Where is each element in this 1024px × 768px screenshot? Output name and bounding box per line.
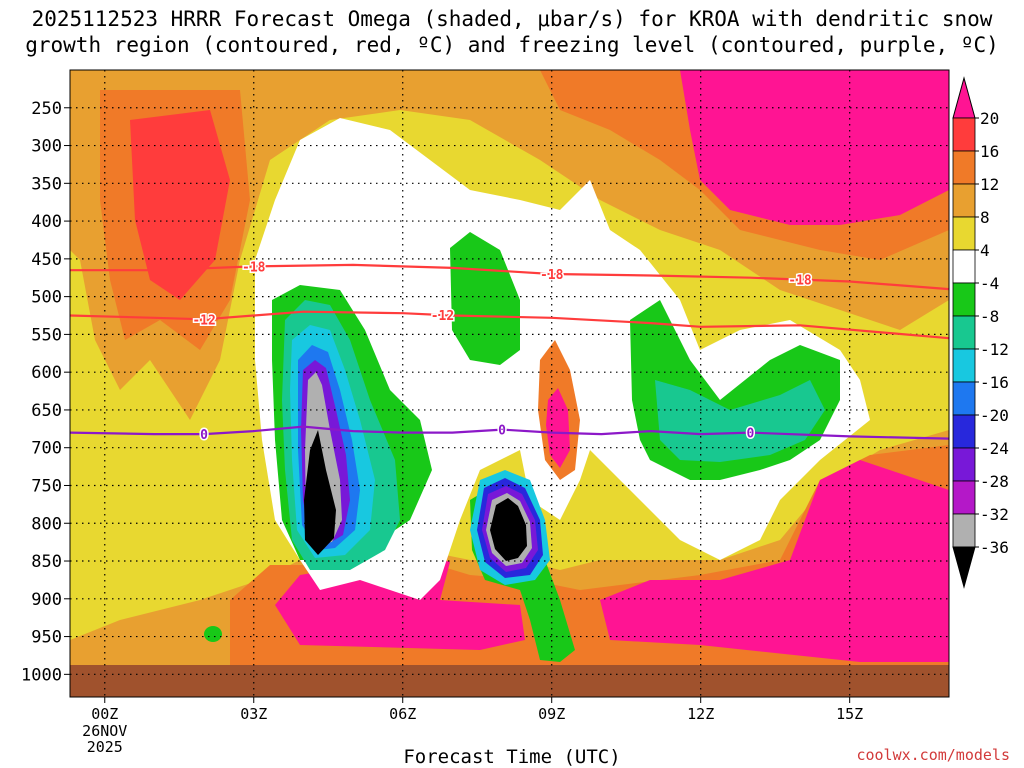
colorbar-segment-2 bbox=[952, 183, 976, 218]
colorbar-segment-5 bbox=[952, 282, 976, 317]
y-tick-label-400: 400 bbox=[31, 212, 62, 232]
contour-label--12: -12 bbox=[192, 313, 215, 328]
colorbar-segment-12 bbox=[952, 513, 976, 548]
colorbar-segment-10 bbox=[952, 447, 976, 482]
x-tick-label-09Z: 09Z bbox=[538, 705, 565, 723]
y-tick-label-750: 750 bbox=[31, 476, 62, 496]
colorbar-segment-6 bbox=[952, 315, 976, 350]
y-tick-label-250: 250 bbox=[31, 99, 62, 119]
y-tick-label-1000: 1000 bbox=[21, 665, 62, 685]
colorbar-label: 4 bbox=[980, 241, 990, 260]
plot-frame bbox=[69, 69, 950, 698]
colorbar-segment-0 bbox=[952, 117, 976, 152]
x-year-label: 2025 bbox=[87, 738, 123, 756]
colorbar-label: 8 bbox=[980, 208, 990, 227]
temperature-contours: -18 -18 -18 -12 -12 0 0 0 bbox=[70, 259, 949, 445]
shade-upper-right-pink bbox=[680, 70, 949, 225]
colorbar-segment-7 bbox=[952, 348, 976, 383]
colorbar: 20 16 12 8 4 -4 -8 -12 -16 -20 -24 -28 -32 -36 bbox=[952, 76, 1009, 589]
y-tick-label-350: 350 bbox=[31, 174, 62, 194]
colorbar-segment-8 bbox=[952, 381, 976, 416]
y-axis: 250 300 350 400 450 500 550 600 650 700 750 800 850 9… bbox=[21, 99, 70, 685]
y-tick-label-300: 300 bbox=[31, 137, 62, 157]
colorbar-label: -24 bbox=[980, 439, 1009, 458]
x-tick-label-12Z: 12Z bbox=[687, 705, 714, 723]
x-tick-label-00Z: 00Z bbox=[91, 705, 118, 723]
colorbar-label: -4 bbox=[980, 274, 999, 293]
title-line-2: growth region (contoured, red, ºC) and f… bbox=[25, 33, 999, 57]
y-tick-label-950: 950 bbox=[31, 628, 62, 648]
x-tick-label-15Z: 15Z bbox=[836, 705, 863, 723]
colorbar-segment-11 bbox=[952, 480, 976, 515]
x-axis-title: Forecast Time (UTC) bbox=[403, 746, 621, 768]
x-tick-label-03Z: 03Z bbox=[240, 705, 267, 723]
shade-upper-left-red bbox=[130, 110, 230, 300]
omega-shading bbox=[70, 70, 949, 697]
colorbar-segment-3 bbox=[952, 216, 976, 251]
colorbar-bottom-arrow bbox=[952, 546, 976, 589]
contour-line-0 bbox=[70, 425, 949, 440]
colorbar-label: -16 bbox=[980, 373, 1009, 392]
contour-label-0: 0 bbox=[498, 424, 506, 439]
y-tick-label-900: 900 bbox=[31, 590, 62, 610]
colorbar-top-arrow bbox=[952, 76, 976, 119]
y-tick-label-600: 600 bbox=[31, 363, 62, 383]
chart-title: 2025112523 HRRR Forecast Omega (shaded, … bbox=[0, 6, 1024, 58]
contour-line--18 bbox=[70, 263, 949, 291]
y-tick-label-550: 550 bbox=[31, 325, 62, 345]
colorbar-label: -32 bbox=[980, 505, 1009, 524]
contour-line--12 bbox=[70, 310, 949, 340]
y-tick-label-700: 700 bbox=[31, 439, 62, 459]
y-tick-label-650: 650 bbox=[31, 401, 62, 421]
contour-label--18: -18 bbox=[242, 260, 266, 275]
colorbar-label: 16 bbox=[980, 142, 999, 161]
colorbar-label: -36 bbox=[980, 538, 1009, 557]
colorbar-label: -12 bbox=[980, 340, 1009, 359]
x-date-label: 26NOV bbox=[82, 722, 127, 740]
contour-label--18: -18 bbox=[540, 268, 564, 283]
x-tick-label-06Z: 06Z bbox=[389, 705, 416, 723]
y-tick-label-850: 850 bbox=[31, 552, 62, 572]
shade-teal-right bbox=[655, 380, 825, 462]
colorbar-segment-1 bbox=[952, 150, 976, 185]
colorbar-label: -28 bbox=[980, 472, 1009, 491]
contour-label--12: -12 bbox=[431, 309, 454, 324]
colorbar-label: -8 bbox=[980, 307, 999, 326]
grid-lines bbox=[70, 70, 949, 697]
contour-label-0: 0 bbox=[746, 427, 754, 442]
shade-core2-black bbox=[490, 498, 527, 561]
y-tick-label-450: 450 bbox=[31, 250, 62, 270]
colorbar-label: 20 bbox=[980, 109, 999, 128]
y-tick-label-500: 500 bbox=[31, 288, 62, 308]
y-tick-label-800: 800 bbox=[31, 514, 62, 534]
credit-text: coolwx.com/models bbox=[856, 746, 1010, 764]
contour-label-0: 0 bbox=[200, 428, 208, 443]
contour-label--18: -18 bbox=[788, 274, 812, 289]
colorbar-label: 12 bbox=[980, 175, 999, 194]
colorbar-label: -20 bbox=[980, 406, 1009, 425]
title-line-1: 2025112523 HRRR Forecast Omega (shaded, … bbox=[31, 7, 993, 31]
ground-terrain bbox=[70, 665, 949, 697]
colorbar-segment-4 bbox=[952, 249, 976, 284]
shade-lower-right-pink bbox=[600, 460, 949, 662]
shade-green-upper bbox=[450, 232, 520, 365]
shade-green-dot bbox=[204, 626, 222, 642]
colorbar-segment-9 bbox=[952, 414, 976, 449]
